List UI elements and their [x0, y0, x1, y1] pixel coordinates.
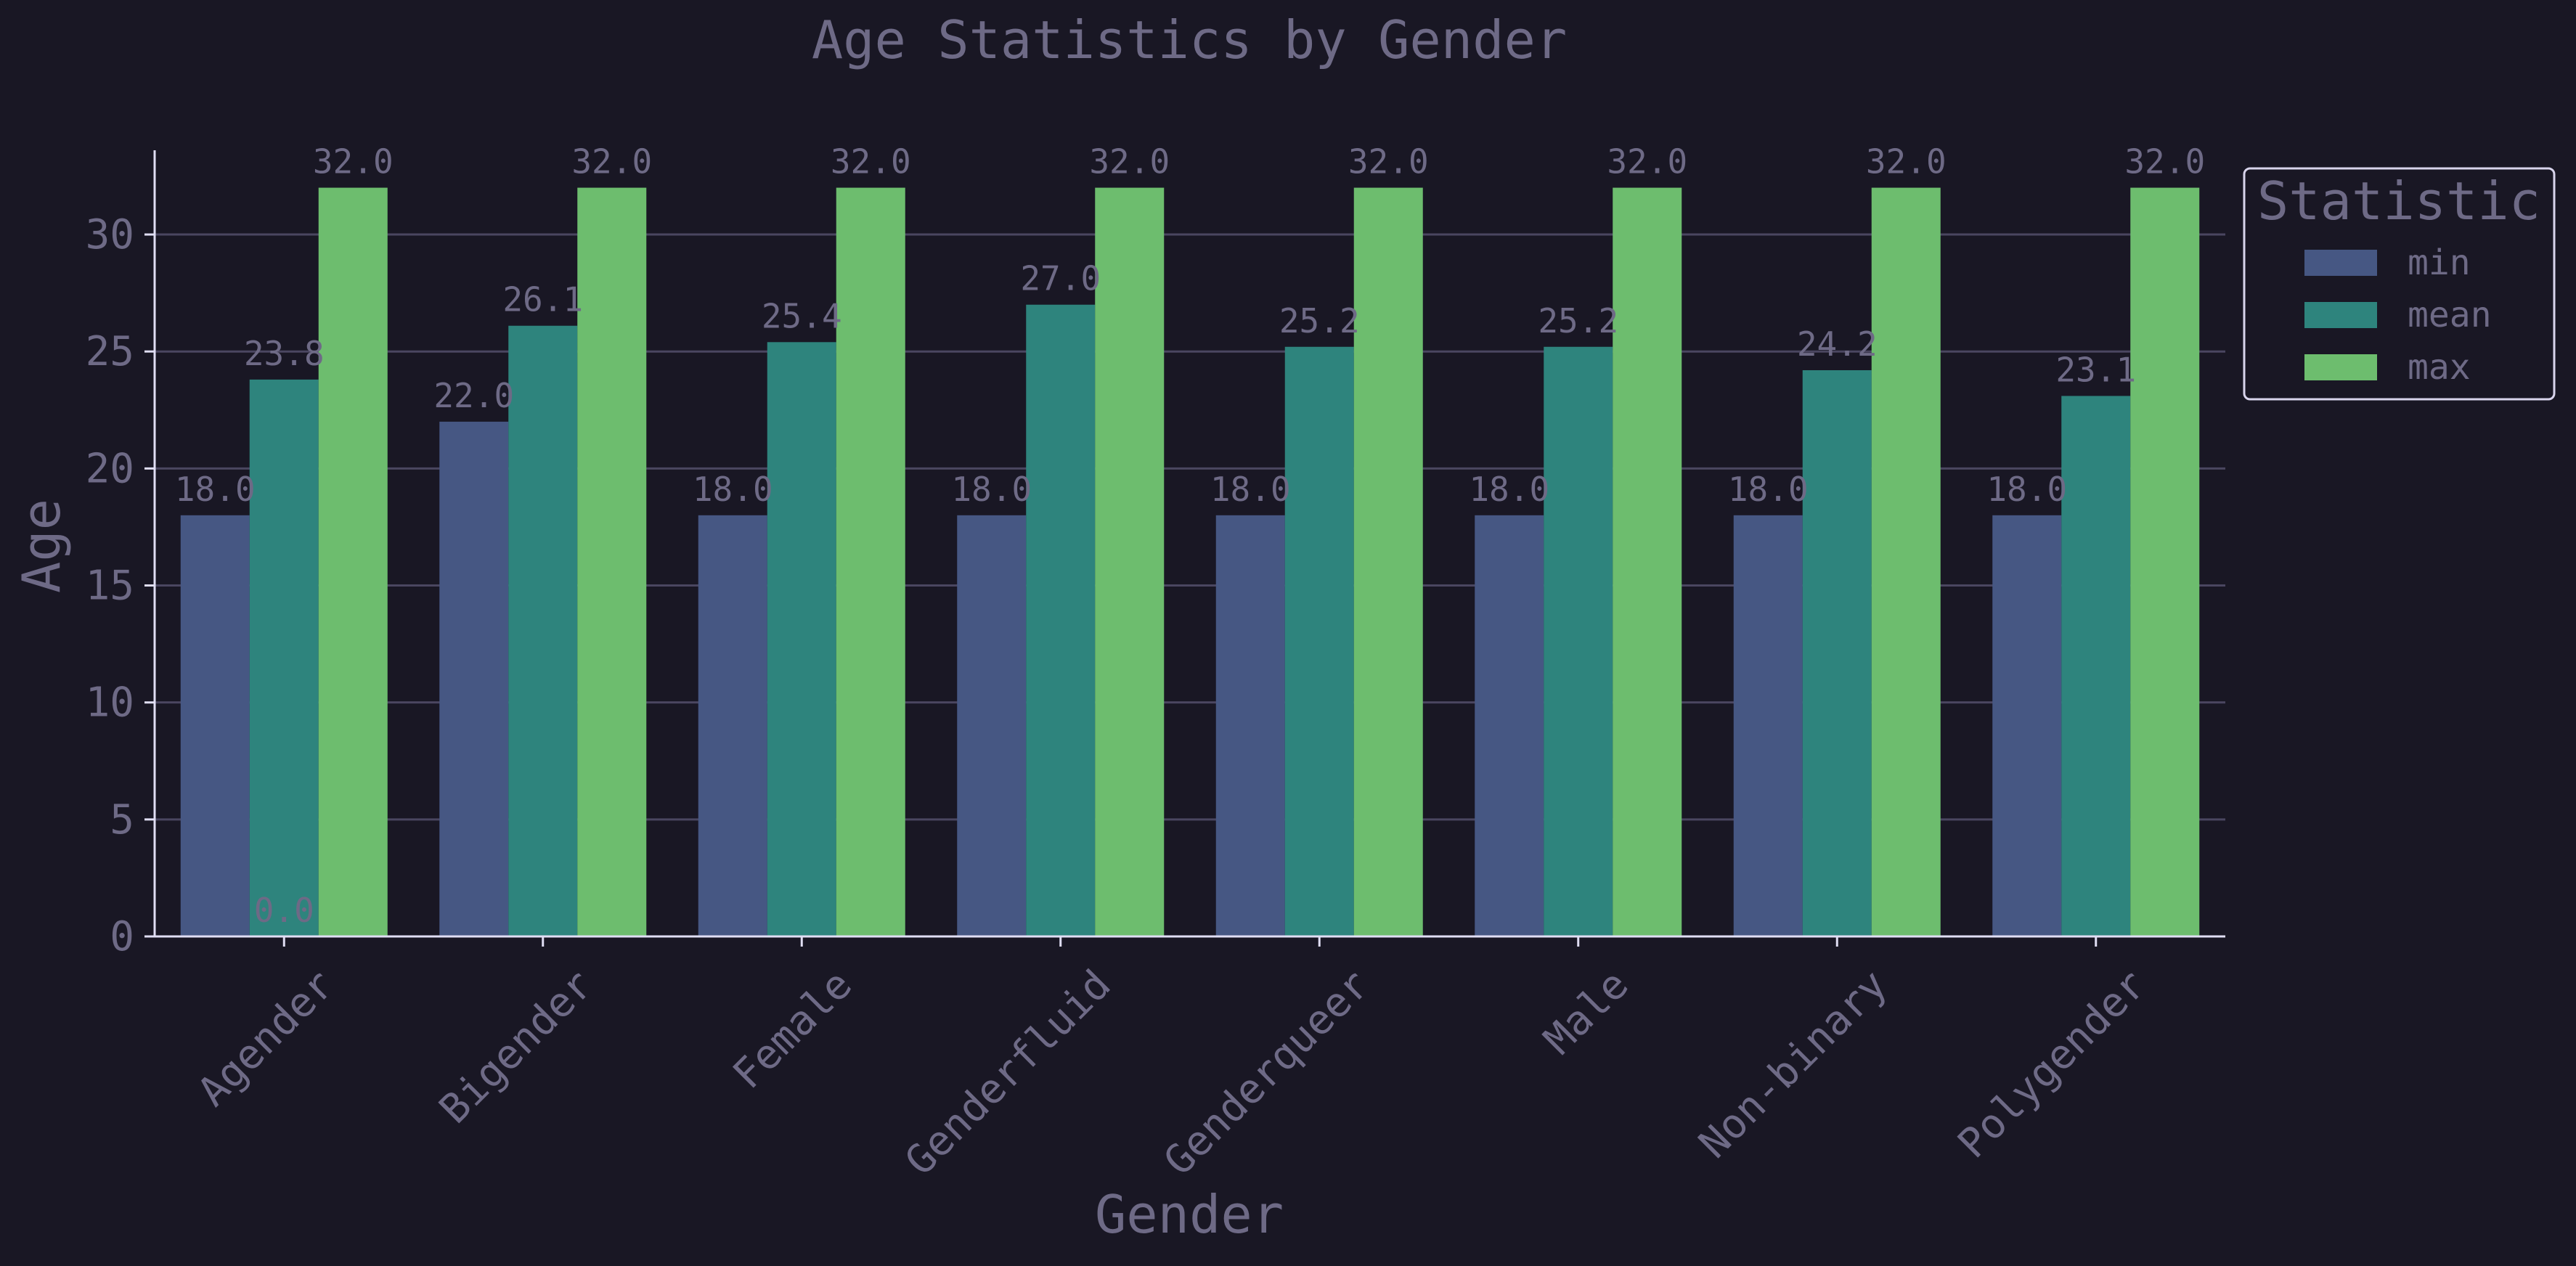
- data-label: 18.0: [1210, 470, 1291, 509]
- data-label: 26.1: [502, 280, 583, 319]
- bar-min: [180, 515, 250, 936]
- legend-swatch-mean: [2304, 302, 2377, 328]
- data-labels: 18.0 23.8 32.0 22.0 26.1 32.0 18.0 25.4 32.0 18.0…: [175, 142, 2205, 930]
- y-tick-label: 25: [86, 328, 134, 375]
- bar-min: [698, 515, 767, 936]
- y-tick-label: 30: [86, 211, 134, 258]
- data-label: 0.0: [254, 891, 314, 930]
- bar-max: [836, 187, 905, 937]
- bar-min: [1992, 515, 2062, 936]
- data-label: 24.2: [1797, 324, 1878, 364]
- y-axis-title: Age: [11, 499, 72, 593]
- bar-mean: [2061, 396, 2131, 936]
- data-label: 25.4: [762, 296, 842, 335]
- bar-min: [957, 515, 1027, 936]
- bar-max: [1871, 187, 1941, 937]
- bar-min: [1475, 515, 1544, 936]
- bar-max: [1353, 187, 1423, 937]
- data-label: 18.0: [1728, 470, 1809, 509]
- data-label: 22.0: [433, 376, 514, 415]
- legend-swatch-min: [2304, 250, 2377, 276]
- bar-mean: [767, 342, 836, 936]
- bar-max: [577, 187, 647, 937]
- data-label: 18.0: [693, 470, 773, 509]
- data-label: 32.0: [1866, 142, 1947, 181]
- legend-frame: [2243, 167, 2556, 401]
- data-label: 18.0: [1986, 470, 2067, 509]
- y-tick-label: 15: [86, 563, 134, 610]
- bar-mean: [1284, 346, 1354, 936]
- data-label: 32.0: [2124, 142, 2205, 181]
- legend-label-min: min: [2408, 242, 2471, 283]
- data-label: 27.0: [1020, 259, 1101, 298]
- bar-max: [2130, 187, 2200, 937]
- data-label: 25.2: [1279, 301, 1360, 340]
- bars: [180, 187, 2200, 937]
- bar-min: [1215, 515, 1285, 936]
- data-label: 23.8: [244, 334, 325, 373]
- data-label: 32.0: [571, 142, 652, 181]
- data-label: 23.1: [2055, 350, 2136, 389]
- legend: Statistic min mean max: [2243, 167, 2556, 401]
- legend-title: Statistic: [2257, 171, 2540, 232]
- bar-min: [439, 421, 509, 936]
- y-tick-label: 0: [110, 913, 134, 960]
- chart-title: Age Statistics by Gender: [812, 9, 1567, 70]
- bar-mean: [249, 379, 319, 936]
- data-label: 18.0: [175, 470, 256, 509]
- bar-max: [318, 187, 388, 937]
- data-label: 18.0: [1469, 470, 1549, 509]
- y-tick-label: 20: [86, 445, 134, 492]
- data-label: 32.0: [1348, 142, 1429, 181]
- data-label: 32.0: [1089, 142, 1170, 181]
- bar-mean: [1544, 346, 1613, 936]
- bar-mean: [1802, 369, 1872, 936]
- y-tick-label: 5: [110, 796, 134, 844]
- bar-mean: [508, 325, 578, 936]
- x-axis-title: Gender: [1095, 1184, 1284, 1245]
- legend-swatch-max: [2304, 354, 2377, 380]
- bar-mean: [1026, 304, 1096, 936]
- bar-min: [1733, 515, 1803, 936]
- data-label: 32.0: [831, 142, 911, 181]
- bar-max: [1095, 187, 1165, 937]
- legend-label-mean: mean: [2408, 295, 2492, 335]
- y-tick-label: 10: [86, 679, 134, 727]
- y-axis: 0 5 10 15 20 25 30: [86, 150, 156, 960]
- data-label: 25.2: [1538, 301, 1618, 340]
- data-label: 32.0: [313, 142, 394, 181]
- data-label: 32.0: [1607, 142, 1687, 181]
- data-label: 18.0: [951, 470, 1032, 509]
- bar-max: [1613, 187, 1682, 937]
- legend-label-max: max: [2408, 347, 2471, 388]
